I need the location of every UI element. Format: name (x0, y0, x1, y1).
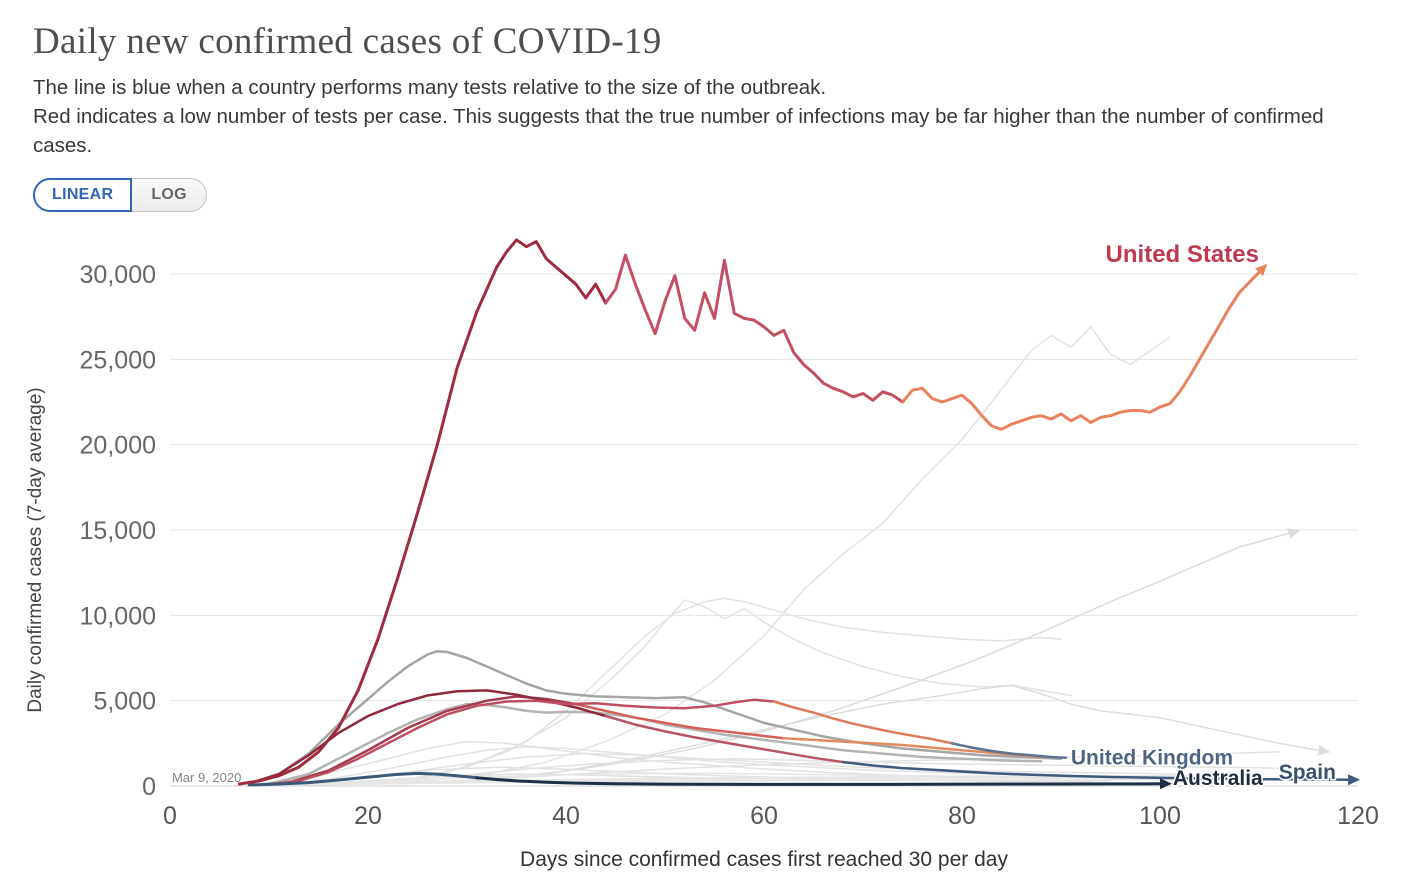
x-tick-label: 60 (750, 802, 778, 830)
series-line-united-kingdom[interactable] (772, 700, 954, 745)
line-arrowhead (1287, 528, 1301, 540)
series-label-united-kingdom[interactable]: United Kingdom (1069, 745, 1234, 771)
y-axis-label: Daily confirmed cases (7-day average) (25, 387, 46, 713)
line-arrowhead (1160, 778, 1172, 790)
chart-subtitle: The line is blue when a country performs… (33, 73, 1382, 160)
linear-scale-button[interactable]: LINEAR (33, 178, 133, 213)
y-tick-label: 30,000 (80, 261, 156, 289)
y-tick-label: 0 (142, 773, 156, 801)
page-title: Daily new confirmed cases of COVID-19 (33, 21, 662, 62)
plot-svg[interactable]: 0 5,000 10,000 15,000 20,000 25,000 30,000 0 20 4… (0, 220, 1412, 835)
background-line (466, 684, 1320, 784)
chart-header: Daily new confirmed cases of COVID-19 Th… (0, 0, 1412, 160)
subtitle-line-1: The line is blue when a country performs… (33, 76, 827, 99)
log-scale-button[interactable]: LOG (132, 178, 207, 213)
x-axis-caption: Days since confirmed cases first reached… (520, 848, 1008, 872)
x-tick-label: 40 (552, 802, 580, 830)
chart-area: 0 5,000 10,000 15,000 20,000 25,000 30,000 0 20 4… (0, 220, 1412, 880)
line-arrowhead (1255, 264, 1268, 277)
x-tick-label: 20 (354, 802, 382, 830)
y-tick-label: 10,000 (80, 603, 156, 631)
y-tick-label: 15,000 (80, 517, 156, 545)
background-line (367, 326, 1171, 786)
x-tick-label: 0 (163, 802, 177, 830)
series-line-united-states[interactable] (604, 254, 905, 404)
series-label-spain[interactable]: Spain (1277, 760, 1337, 786)
y-tick-label: 25,000 (80, 347, 156, 375)
series-line-spain[interactable] (604, 715, 845, 764)
background-line (267, 703, 1043, 786)
x-tick-label: 80 (948, 802, 976, 830)
scale-toggle: LINEAR LOG (33, 178, 207, 213)
background-line (317, 758, 1280, 786)
series-label-united-states[interactable]: United States (1104, 240, 1260, 270)
line-arrowhead (1317, 745, 1331, 756)
background-line (288, 753, 1181, 786)
series-line-united-kingdom[interactable] (267, 698, 776, 786)
line-arrowhead (1348, 774, 1361, 786)
x-tick-label: 120 (1337, 802, 1379, 830)
series-label-australia[interactable]: Australia (1171, 766, 1264, 792)
x-tick-label: 100 (1139, 802, 1181, 830)
series-line-spain[interactable] (841, 761, 1350, 782)
background-line (307, 772, 1181, 786)
subtitle-line-2: Red indicates a low number of tests per … (33, 105, 1324, 158)
y-tick-label: 5,000 (93, 688, 156, 716)
series-line-unlabeled-red[interactable] (574, 703, 786, 740)
series-line-united-kingdom[interactable] (950, 742, 1068, 760)
series-line-united-states[interactable] (901, 271, 1261, 432)
y-tick-label: 20,000 (80, 432, 156, 460)
start-date-annotation: Mar 9, 2020 (172, 770, 241, 785)
series-line-united-states[interactable] (237, 238, 608, 786)
series-line-australia[interactable] (475, 776, 1162, 787)
series-line-australia[interactable] (247, 772, 479, 787)
